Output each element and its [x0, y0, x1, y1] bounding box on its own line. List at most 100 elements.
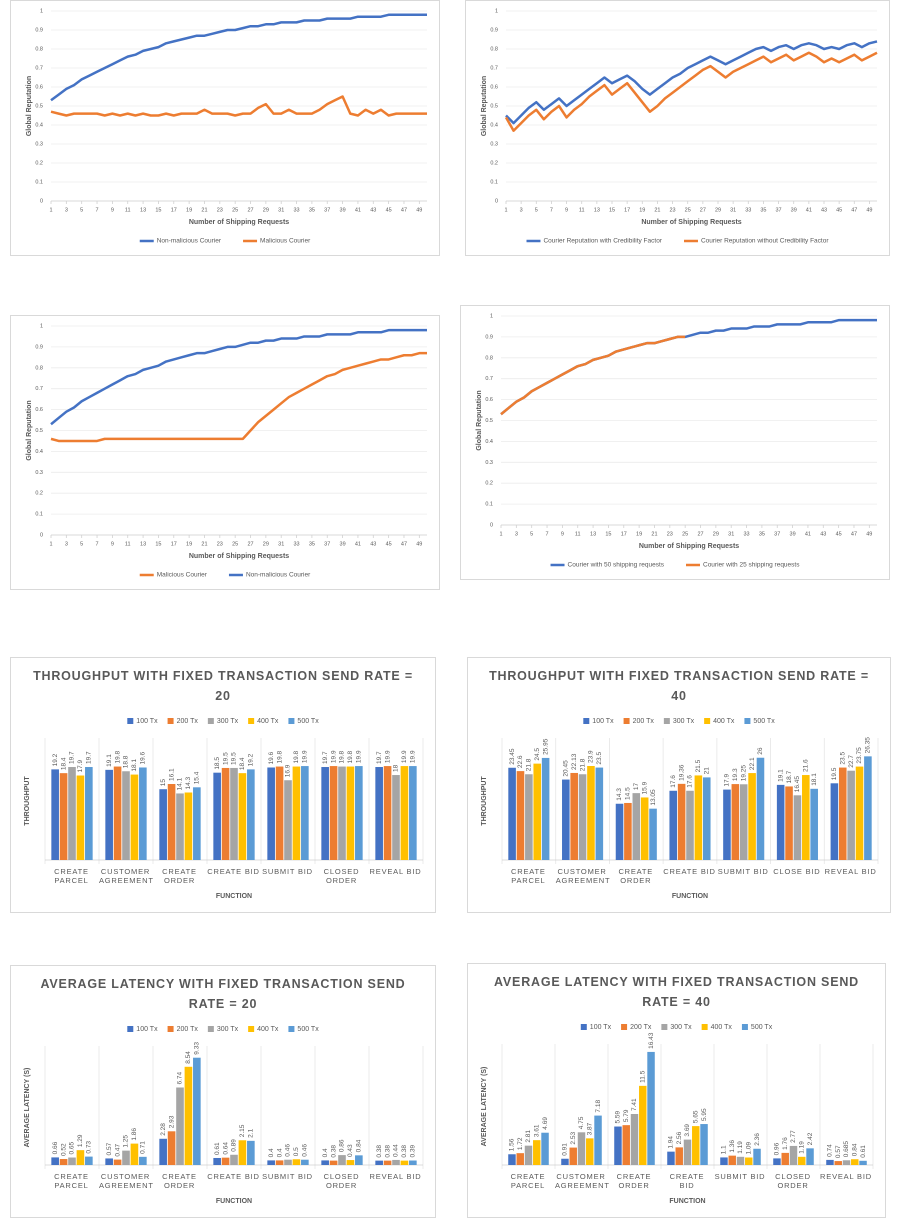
bar: [570, 772, 578, 860]
x-axis-title: FUNCTION: [216, 893, 252, 900]
legend-label: 300 Tx: [217, 718, 239, 725]
x-tick-label: 41: [806, 207, 812, 213]
bar: [292, 1159, 301, 1165]
legend-label: Non-malicious Courier: [246, 572, 311, 579]
x-tick-label: 23: [667, 531, 673, 537]
legend-label: 400 Tx: [713, 718, 735, 725]
data-label: 0.38: [330, 1145, 337, 1158]
bar: [267, 1160, 275, 1165]
data-label: 4.69: [542, 1117, 549, 1130]
bar: [375, 767, 383, 860]
bar: [739, 784, 748, 860]
bar: [702, 777, 711, 860]
data-label: 19.9: [302, 750, 309, 763]
y-tick-label: 0.7: [490, 65, 498, 71]
bar: [76, 775, 85, 860]
data-label: 2.77: [790, 1130, 797, 1143]
data-label: 14.3: [185, 776, 192, 789]
bar: [59, 1159, 68, 1165]
legend-label: 300 Tx: [670, 1024, 692, 1031]
x-tick-label: 9: [111, 541, 114, 547]
x-tick-label: 27: [247, 207, 253, 213]
y-tick-label: 0.6: [35, 407, 43, 413]
bar: [346, 766, 355, 860]
x-tick-label: 37: [774, 531, 780, 537]
line-series: [500, 318, 877, 416]
bar: [409, 1160, 417, 1165]
data-label: 0.73: [86, 1141, 93, 1154]
data-label: 15.9: [641, 781, 648, 794]
bar: [508, 1154, 516, 1165]
legend: Courier Reputation with Credibility Fact…: [526, 238, 829, 245]
bar: [562, 779, 570, 860]
y-axis-title: Global Reputation: [26, 400, 33, 460]
data-label: 0.84: [356, 1139, 363, 1152]
data-label: 5.79: [623, 1109, 630, 1122]
x-tick-label: CLOSED ORDER: [323, 1172, 360, 1190]
x-tick-label: 29: [263, 541, 269, 547]
data-label: 22.1: [749, 757, 756, 770]
y-tick-label: 1: [40, 323, 43, 329]
y-tick-label: 1: [40, 8, 43, 14]
data-label: 19.7: [69, 751, 76, 764]
y-axis-title: Global Reputation: [476, 390, 483, 450]
data-label: 9.33: [194, 1042, 201, 1055]
x-tick-label: REVEAL BID: [824, 867, 877, 876]
y-tick-label: 0.2: [485, 481, 493, 487]
x-tick-label: 1: [504, 207, 507, 213]
line-series: [50, 351, 427, 443]
data-label: 4.75: [578, 1116, 585, 1129]
legend-label: 400 Tx: [711, 1024, 733, 1031]
x-tick-label: 43: [370, 207, 376, 213]
line-series: [50, 95, 427, 117]
y-tick-label: 0.6: [35, 84, 43, 90]
bar: [159, 789, 167, 860]
bar: [669, 790, 678, 860]
data-label: 14.5: [625, 787, 632, 800]
bar: [105, 1158, 113, 1165]
data-label: 19.25: [740, 765, 747, 782]
bar: [640, 797, 649, 860]
data-label: 0.38: [401, 1145, 408, 1158]
y-tick-label: 0.4: [35, 122, 43, 128]
bar: [346, 1160, 355, 1165]
x-tick-label: CREATE BID: [669, 1172, 705, 1190]
bar: [667, 1151, 675, 1165]
x-tick-label: 1: [49, 207, 52, 213]
data-label: 22.13: [571, 753, 578, 770]
legend-swatch: [701, 1024, 708, 1030]
y-tick-label: 0.8: [35, 365, 43, 371]
x-tick-label: 1: [499, 531, 502, 537]
x-tick-label: CREATE BID: [663, 867, 716, 876]
y-tick-label: 0.7: [35, 386, 43, 392]
bar: [830, 783, 839, 860]
bar: [525, 774, 533, 860]
data-label: 21.6: [803, 759, 810, 772]
bar: [847, 770, 855, 860]
x-tick-label: 39: [340, 207, 346, 213]
data-label: 1.09: [745, 1141, 752, 1154]
data-label: 19.7: [322, 751, 329, 764]
x-tick-label: 27: [697, 531, 703, 537]
bar: [798, 1156, 806, 1165]
line-series: [504, 51, 878, 132]
data-label: 0.66: [52, 1141, 59, 1154]
data-label: 23.5: [596, 752, 603, 765]
x-tick-label: CUSTOMER AGREEMENT: [555, 1172, 610, 1190]
x-tick-label: 13: [140, 207, 146, 213]
legend-label: Courier with 25 shipping requests: [703, 562, 800, 569]
y-tick-label: 0.1: [485, 502, 493, 508]
x-tick-label: 19: [186, 541, 192, 547]
data-label: 3.69: [684, 1124, 691, 1137]
bar: [238, 773, 247, 860]
x-tick-label: CREATE PARCEL: [511, 867, 546, 885]
legend-swatch: [704, 718, 711, 724]
data-label: 2.36: [754, 1133, 761, 1146]
data-label: 19.9: [330, 750, 337, 763]
data-label: 0.91: [562, 1143, 569, 1156]
data-label: 17.6: [687, 775, 694, 788]
y-axis-title: THROUGHPUT: [481, 776, 488, 826]
data-label: 0.4: [268, 1148, 275, 1157]
x-tick-label: 49: [866, 207, 872, 213]
data-label: 19.6: [268, 751, 275, 764]
